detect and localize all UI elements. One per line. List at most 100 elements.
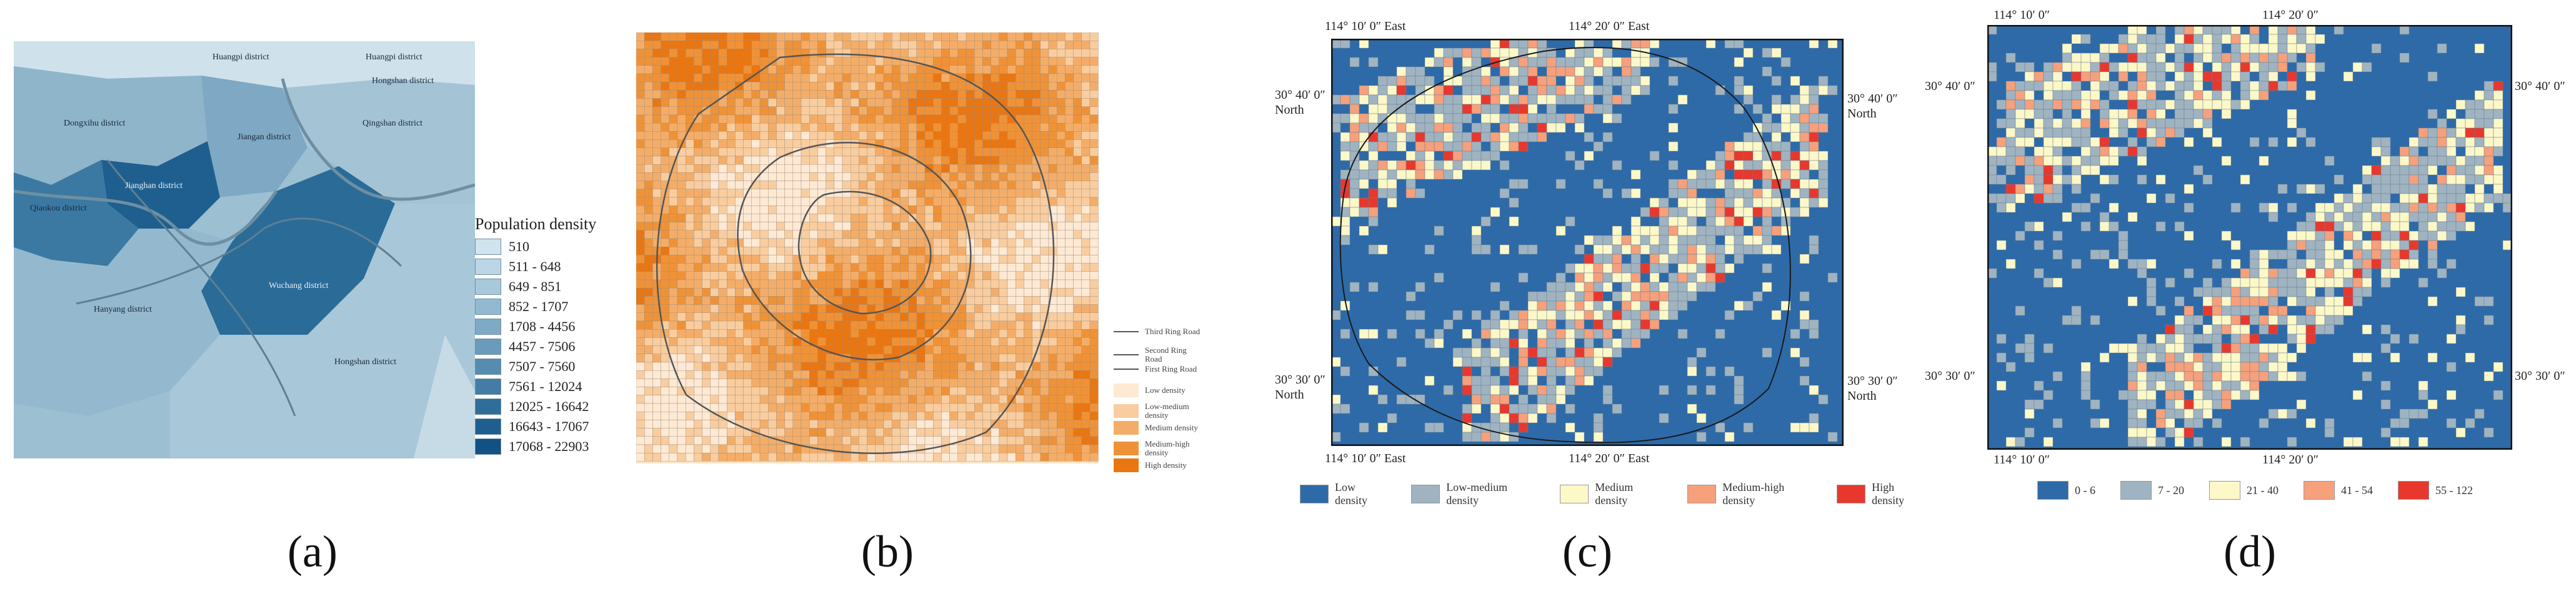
grid-cell [2343,202,2354,213]
grid-cell [1452,160,1463,171]
grid-cell [2240,81,2250,91]
grid-cell [908,362,917,371]
grid-cell [1527,132,1538,142]
legend-label: Medium density [1145,423,1198,432]
grid-cell [751,255,761,264]
grid-cell [1677,197,1688,208]
grid-cell [949,337,959,346]
grid-cell [1057,279,1066,289]
grid-cell [2249,90,2260,101]
grid-cell [1081,354,1091,363]
grid-cell [809,181,818,190]
grid-cell [2099,174,2110,185]
grid-cell [875,181,884,190]
grid-cell [767,205,777,214]
grid-cell [2127,296,2138,307]
grid-cell [2155,305,2166,316]
grid-cell [834,453,843,462]
grid-cell [652,379,661,387]
grid-cell [2352,287,2363,297]
grid-cell [2371,259,2382,269]
grid-cell [636,329,645,338]
grid-cell [784,106,794,116]
grid-cell [759,106,769,116]
grid-cell [1016,181,1024,190]
grid-cell [851,189,859,198]
grid-cell [982,370,991,379]
grid-cell [776,296,785,305]
grid-cell [661,403,669,412]
grid-cell [1057,296,1066,305]
grid-cell [851,222,859,231]
grid-cell [636,32,645,41]
grid-cell [817,73,826,82]
grid-cell [1509,76,1519,86]
grid-cell [669,40,678,49]
grid-cell [801,436,810,445]
grid-cell [817,65,826,74]
grid-cell [661,436,669,445]
grid-cell [792,222,802,231]
grid-cell [867,147,876,157]
grid-cell [2249,334,2260,344]
grid-cell [1546,338,1557,349]
grid-cell [933,296,942,305]
grid-cell [842,279,851,289]
city-boundary [1339,47,1791,443]
grid-cell [933,379,942,387]
grid-cell [1780,151,1791,161]
grid-cell [1762,244,1772,255]
grid-cell [1057,403,1066,412]
grid-cell [999,147,1008,157]
grid-cell [644,453,653,462]
grid-cell [1996,193,2007,204]
grid-cell [1471,151,1482,161]
grid-cell [2071,156,2082,166]
grid-cell [1359,197,1369,208]
grid-cell [710,362,719,371]
grid-cell [801,312,810,322]
grid-cell [1057,214,1066,222]
grid-cell [2305,90,2316,101]
grid-cell [1546,413,1557,423]
grid-cell [759,337,769,346]
grid-cell [1032,98,1041,107]
grid-cell [652,320,661,330]
grid-cell [941,436,950,445]
grid-cell [726,345,736,355]
grid-cell [1527,366,1538,377]
grid-cell [1048,49,1057,57]
grid-cell [1016,271,1024,280]
grid-cell [982,49,991,57]
grid-cell [1024,197,1032,206]
grid-cell [1790,347,1800,358]
grid-cell [941,40,950,49]
grid-cell [2080,34,2091,44]
grid-cell [1081,32,1091,41]
grid-cell [1024,205,1032,214]
grid-cell [999,312,1008,322]
grid-cell [792,139,802,149]
grid-cell [892,32,901,41]
grid-cell [1574,272,1585,283]
grid-cell [702,57,711,66]
grid-cell [2052,99,2063,110]
district-density-map [14,41,475,458]
grid-cell [1024,354,1032,363]
grid-cell [1715,263,1725,274]
grid-cell [702,354,711,363]
grid-cell [1499,85,1510,96]
grid-cell [1584,300,1594,311]
grid-cell [1089,370,1099,379]
grid-cell [2259,268,2269,279]
grid-cell [2446,221,2457,232]
grid-cell [974,312,983,322]
grid-cell [2277,52,2288,63]
grid-cell [1032,106,1041,116]
grid-cell [900,106,909,116]
grid-cell [2240,380,2250,391]
grid-cell [677,172,686,181]
grid-cell [908,40,917,49]
grid-cell [933,189,942,198]
legend-label: Medium-high density [1722,481,1785,507]
